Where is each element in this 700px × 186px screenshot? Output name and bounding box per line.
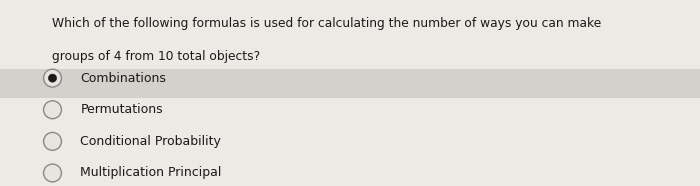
FancyBboxPatch shape [0, 69, 700, 98]
Text: groups of 4 from 10 total objects?: groups of 4 from 10 total objects? [52, 50, 260, 63]
Text: Multiplication Principal: Multiplication Principal [80, 166, 222, 179]
Text: Which of the following formulas is used for calculating the number of ways you c: Which of the following formulas is used … [52, 17, 602, 30]
Text: Permutations: Permutations [80, 103, 163, 116]
Text: Combinations: Combinations [80, 72, 167, 85]
Ellipse shape [48, 74, 57, 82]
Text: Conditional Probability: Conditional Probability [80, 135, 221, 148]
Ellipse shape [43, 132, 62, 150]
Ellipse shape [43, 69, 62, 87]
Ellipse shape [43, 164, 62, 182]
Ellipse shape [43, 101, 62, 119]
